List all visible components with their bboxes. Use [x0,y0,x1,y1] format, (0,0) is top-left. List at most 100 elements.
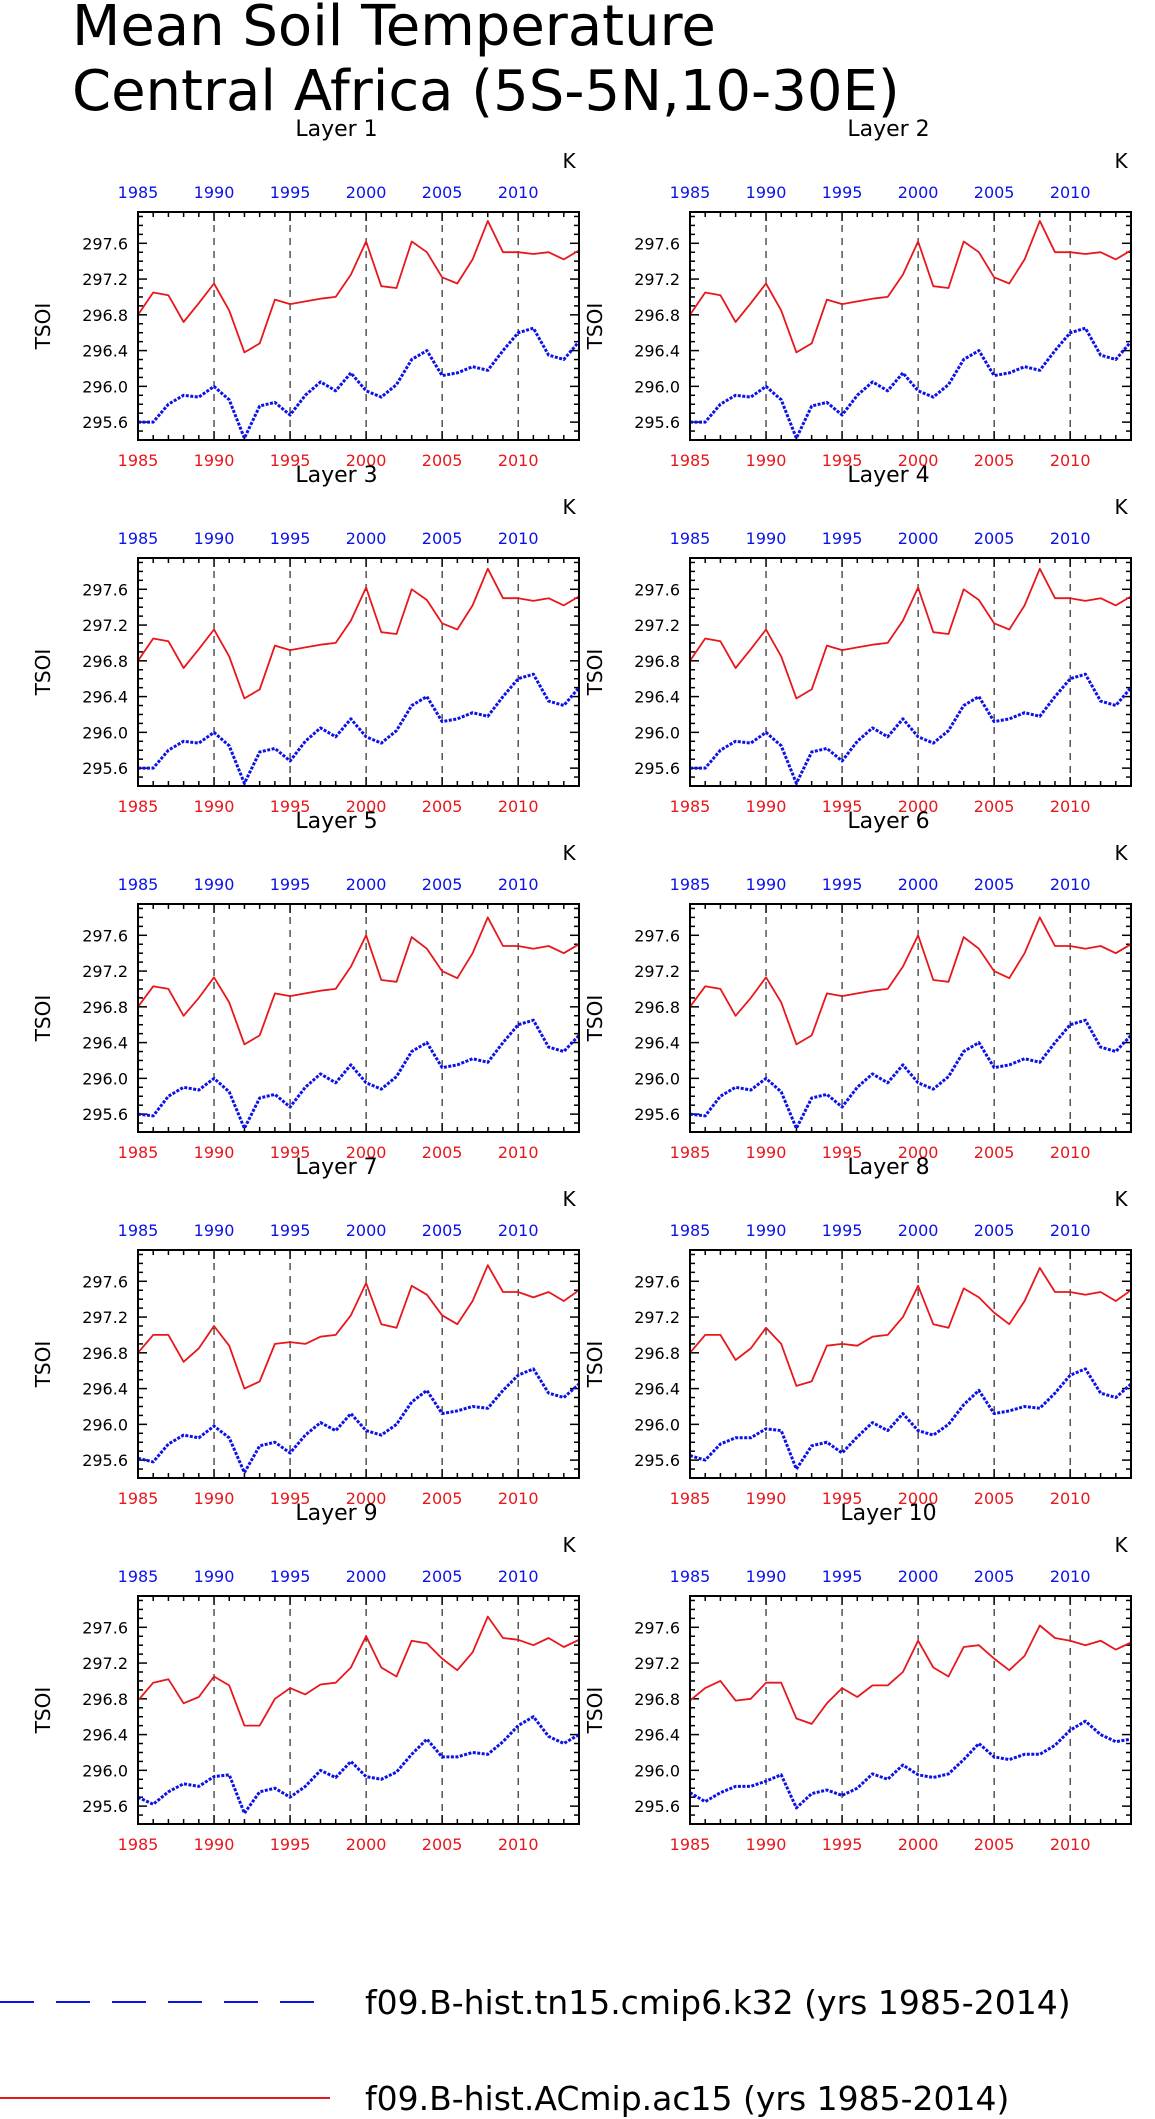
series-line-red [689,1267,1132,1387]
x-tick-label-bottom: 2000 [898,797,939,816]
y-tick-label: 296.0 [82,1069,128,1088]
legend: f09.B-hist.tn15.cmip6.k32 (yrs 1985-2014… [0,1983,1071,2118]
y-tick-label: 297.2 [82,1308,128,1327]
y-tick-label: 297.2 [634,962,680,981]
x-tick-label-bottom: 1995 [822,797,863,816]
x-tick-label-top: 2010 [498,1221,539,1240]
x-tick-label-bottom: 1995 [270,797,311,816]
panel-title: Layer 7 [295,1155,377,1180]
series-line-red [689,1624,1132,1725]
y-tick-label: 297.6 [82,580,128,599]
y-tick-label: 296.0 [82,723,128,742]
x-tick-label-top: 1995 [822,875,863,894]
plot-frame [137,557,580,787]
x-tick-label-top: 2000 [346,183,387,202]
x-tick-label-bottom: 1990 [194,1489,235,1508]
y-tick-label: 297.6 [634,1618,680,1637]
x-tick-label-top: 1985 [670,1567,711,1586]
y-tick-label: 296.4 [82,1726,128,1745]
panel-title: Layer 1 [295,117,377,142]
panel-layer-10: Layer 10 K TSOI 1985 1985 1990 1990 1995 1995 200… [583,1501,1132,1854]
y-axis-label: TSOI [31,1341,55,1389]
x-tick-label-top: 2005 [974,875,1015,894]
x-tick-label-top: 2000 [346,1567,387,1586]
x-tick-label-top: 2000 [346,529,387,548]
series-line-red [689,219,1132,354]
y-tick-label: 297.2 [82,270,128,289]
x-tick-label-bottom: 1995 [270,1835,311,1854]
series-line-blue [138,326,581,440]
x-tick-label-top: 1985 [118,183,159,202]
y-tick-label: 296.4 [634,1726,680,1745]
x-tick-label-top: 2010 [1050,1221,1091,1240]
x-tick-label-bottom: 2000 [346,1143,387,1162]
y-tick-label: 297.6 [634,234,680,253]
x-tick-label-bottom: 2010 [1050,451,1091,470]
x-tick-label-bottom: 1995 [270,1489,311,1508]
x-tick-label-bottom: 1985 [670,451,711,470]
y-tick-label: 295.6 [634,1105,680,1124]
x-tick-label-bottom: 2000 [898,1143,939,1162]
unit-label: K [562,495,576,519]
x-tick-label-top: 1990 [746,183,787,202]
x-tick-label-bottom: 2000 [898,1835,939,1854]
panel-layer-9: Layer 9 K TSOI 1985 1985 1990 1990 1995 1995 2000… [31,1501,580,1854]
plot-frame [689,557,1132,787]
y-tick-label: 297.6 [82,926,128,945]
y-tick-label: 295.6 [82,1451,128,1470]
y-tick-label: 297.2 [634,1654,680,1673]
x-tick-label-bottom: 1990 [746,797,787,816]
y-tick-label: 296.8 [82,1690,128,1709]
y-axis-label: TSOI [583,649,607,697]
x-tick-label-top: 2000 [346,875,387,894]
x-tick-label-top: 2000 [898,1567,939,1586]
unit-label: K [562,149,576,173]
unit-label: K [1114,495,1128,519]
x-tick-label-bottom: 1985 [118,1143,159,1162]
x-tick-label-top: 1985 [670,1221,711,1240]
x-tick-label-top: 2010 [498,183,539,202]
y-tick-label: 295.6 [82,759,128,778]
panel-layer-2: Layer 2 K TSOI 1985 1985 1990 1990 1995 1995 2000… [583,117,1133,470]
x-tick-label-bottom: 2005 [422,451,463,470]
x-tick-label-top: 2005 [422,529,463,548]
panel-title: Layer 4 [847,463,929,488]
x-tick-label-bottom: 2010 [1050,1489,1091,1508]
x-tick-label-bottom: 2005 [974,451,1015,470]
y-axis-label: TSOI [583,1687,607,1735]
x-tick-label-top: 1995 [822,1567,863,1586]
y-axis-label: TSOI [31,649,55,697]
y-tick-label: 297.2 [634,270,680,289]
x-tick-label-bottom: 2000 [898,1489,939,1508]
x-tick-label-top: 2000 [346,1221,387,1240]
y-tick-label: 296.4 [634,1034,680,1053]
figure-title-line-2: Central Africa (5S-5N,10-30E) [72,59,900,124]
y-tick-label: 297.2 [82,962,128,981]
y-tick-label: 295.6 [634,1451,680,1470]
plot-frame [137,903,580,1133]
y-tick-label: 296.4 [82,1034,128,1053]
y-tick-label: 296.8 [634,1344,680,1363]
panel-title: Layer 2 [847,117,929,142]
series-line-blue [689,1367,1132,1471]
panel-title: Layer 5 [295,809,377,834]
x-tick-label-bottom: 2005 [974,1489,1015,1508]
panel-layer-1: Layer 1 K TSOI 1985 1985 1990 1990 1995 1995 2000… [31,117,581,470]
y-tick-label: 296.8 [634,306,680,325]
series-line-blue [690,326,1133,440]
unit-label: K [562,1187,576,1211]
x-tick-label-top: 1995 [270,875,311,894]
x-tick-label-bottom: 1990 [194,1835,235,1854]
x-tick-label-bottom: 1995 [822,451,863,470]
x-tick-label-bottom: 2010 [1050,1835,1091,1854]
y-tick-label: 296.0 [82,1761,128,1780]
x-tick-label-bottom: 1985 [118,451,159,470]
x-tick-label-top: 2000 [898,529,939,548]
x-tick-label-bottom: 1985 [670,797,711,816]
x-tick-label-top: 2005 [422,1567,463,1586]
x-tick-label-bottom: 2000 [346,1489,387,1508]
y-tick-label: 297.6 [634,1272,680,1291]
y-axis-label: TSOI [31,995,55,1043]
x-tick-label-top: 1985 [670,529,711,548]
panel-title: Layer 8 [847,1155,929,1180]
